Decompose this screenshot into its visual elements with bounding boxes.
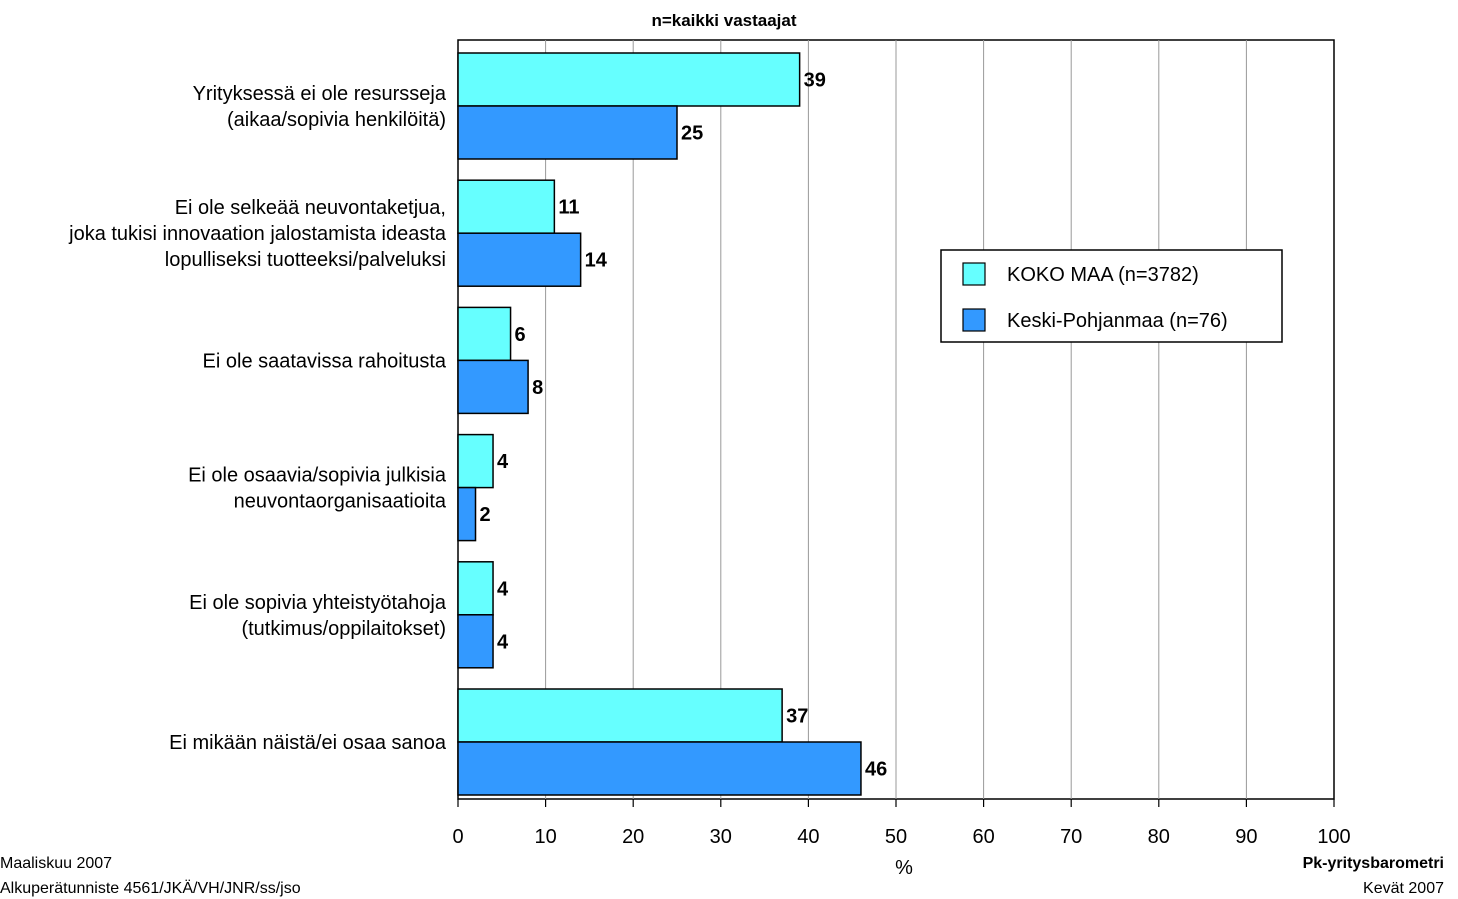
legend: KOKO MAA (n=3782) Keski-Pohjanmaa (n=76)	[940, 249, 1283, 343]
data-label: 2	[480, 504, 491, 526]
bars: 39 11 6 4 4 37 25 14 8 2 4 46	[457, 52, 887, 796]
category-label: Ei ole selkeää neuvontaketjua, joka tukis…	[68, 197, 447, 271]
data-label: 6	[515, 324, 526, 346]
data-label: 37	[786, 706, 808, 728]
bar-keski-pohjanmaa	[457, 359, 529, 415]
data-label: 8	[532, 377, 543, 399]
legend-label-keski-pohjanmaa: Keski-Pohjanmaa (n=76)	[1007, 310, 1228, 332]
category-label: Ei ole saatavissa rahoitusta	[203, 350, 447, 372]
category-label: Yrityksessä ei ole resursseja (aikaa/sopi…	[193, 83, 447, 131]
data-label: 4	[497, 451, 509, 473]
x-tick-label: 20	[622, 826, 644, 848]
data-label: 14	[585, 250, 608, 272]
x-tick-label: 0	[452, 826, 463, 848]
footer-date: Maaliskuu 2007	[0, 855, 112, 872]
category-labels: Yrityksessä ei ole resursseja (aikaa/sopi…	[68, 83, 447, 754]
x-tick-label: 100	[1317, 826, 1350, 848]
bar-koko-maa	[457, 306, 512, 362]
x-tick-label: 80	[1148, 826, 1170, 848]
data-label: 39	[804, 70, 826, 92]
x-tick-label: 10	[534, 826, 556, 848]
legend-swatch-keski-pohjanmaa	[962, 308, 986, 332]
gridlines	[457, 39, 1335, 800]
category-label: Ei ole osaavia/sopivia julkisia neuvontao…	[188, 465, 447, 513]
footer-publication: Pk-yritysbarometri	[1303, 855, 1444, 872]
x-axis-label: %	[895, 857, 913, 879]
x-tick-label: 50	[885, 826, 907, 848]
data-label: 4	[497, 631, 509, 653]
category-label: Ei mikään näistä/ei osaa sanoa	[169, 732, 447, 754]
bar-koko-maa	[457, 688, 783, 743]
bar-koko-maa	[457, 433, 494, 489]
bar-keski-pohjanmaa	[457, 486, 477, 542]
bar-koko-maa	[457, 52, 801, 107]
chart-title: n=kaikki vastaajat	[651, 11, 796, 30]
data-label: 46	[865, 759, 887, 781]
bar-keski-pohjanmaa	[457, 232, 582, 287]
legend-box	[940, 249, 1283, 343]
axes	[457, 799, 1335, 807]
bar-keski-pohjanmaa	[457, 614, 494, 669]
x-tick-label: 90	[1235, 826, 1257, 848]
footer-edition: Kevät 2007	[1363, 880, 1444, 897]
data-label: 25	[681, 123, 703, 145]
data-label: 4	[497, 578, 509, 600]
legend-swatch-koko-maa	[962, 262, 986, 286]
x-tick-label: 60	[972, 826, 994, 848]
x-tick-label: 70	[1060, 826, 1082, 848]
bar-koko-maa	[457, 561, 494, 616]
legend-label-koko-maa: KOKO MAA (n=3782)	[1007, 264, 1199, 286]
bar-keski-pohjanmaa	[457, 105, 678, 160]
x-tick-label: 40	[797, 826, 819, 848]
category-label: Ei ole sopivia yhteistyötahoja (tutkimus/…	[189, 592, 447, 640]
footer-source-id: Alkuperätunniste 4561/JKÄ/VH/JNR/ss/jso	[0, 879, 301, 897]
data-label: 11	[558, 197, 579, 219]
x-tick-labels: 0 10 20 30 40 50 60 70 80 90 100	[452, 826, 1350, 848]
bar-koko-maa	[457, 179, 556, 234]
x-tick-label: 30	[710, 826, 732, 848]
bar-keski-pohjanmaa	[457, 741, 862, 796]
